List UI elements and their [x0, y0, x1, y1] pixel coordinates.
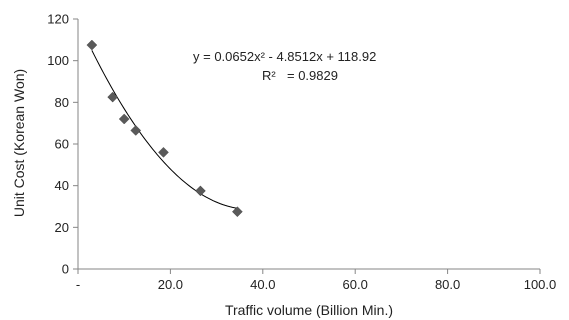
data-point: [86, 39, 98, 51]
y-tick-labels: 0 20 40 60 80 100 120: [47, 12, 69, 277]
data-point: [107, 91, 119, 103]
x-tick-label: 60.0: [343, 277, 368, 292]
y-tick-label: 100: [47, 53, 69, 68]
y-tick-label: 40: [55, 178, 69, 193]
y-tick-label: 120: [47, 12, 69, 27]
x-tick-labels: - 20.0 40.0 60.0 80.0 100.0: [76, 277, 556, 292]
x-tick-label: -: [76, 277, 80, 292]
axes: [73, 18, 541, 274]
data-point: [118, 113, 130, 125]
data-point: [195, 185, 206, 197]
trendline: [91, 50, 238, 209]
r-squared-value: = 0.9829: [287, 68, 338, 83]
data-points: [86, 39, 243, 218]
x-axis-title: Traffic volume (Billion Min.): [225, 302, 393, 318]
data-point: [158, 146, 169, 158]
data-point: [130, 125, 142, 136]
x-tick-label: 40.0: [250, 277, 275, 292]
y-tick-label: 0: [62, 262, 69, 277]
data-point: [232, 206, 243, 218]
x-tick-label: 20.0: [158, 277, 183, 292]
y-tick-label: 60: [55, 137, 69, 152]
trendline-equation: y = 0.0652x² - 4.8512x + 118.92: [193, 49, 376, 64]
x-tick-label: 80.0: [435, 277, 460, 292]
x-tick-label: 100.0: [524, 277, 557, 292]
y-axis-title: Unit Cost (Korean Won): [11, 69, 27, 217]
r-squared-label: R²: [262, 68, 276, 83]
y-tick-label: 20: [55, 220, 69, 235]
y-tick-label: 80: [55, 95, 69, 110]
